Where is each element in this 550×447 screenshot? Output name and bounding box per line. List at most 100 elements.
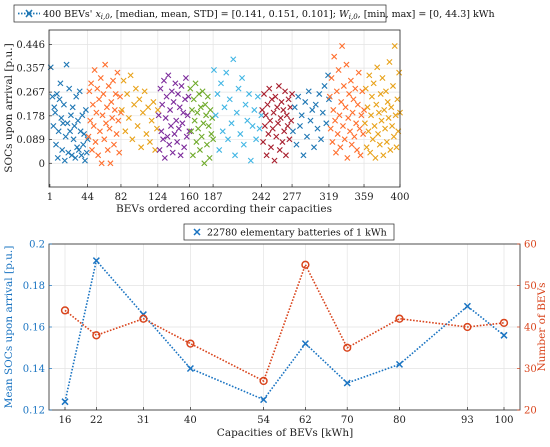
scatter-point	[193, 138, 200, 145]
top-x-tick-label: 277	[283, 192, 302, 203]
scatter-point	[339, 122, 346, 129]
scatter-point	[174, 138, 181, 145]
scatter-point	[153, 125, 160, 132]
scatter-point	[321, 82, 328, 89]
scatter-point	[195, 125, 202, 132]
bottom-legend-marker	[193, 228, 201, 236]
scatter-point	[274, 104, 281, 111]
top-y-tick-label: 0.089	[16, 135, 45, 146]
scatter-point	[74, 144, 81, 151]
scatter-point	[61, 157, 68, 164]
scatter-point	[210, 136, 217, 143]
bottom-right-y-tick-label: 40	[524, 323, 537, 334]
scatter-point	[141, 88, 148, 95]
scatter-point	[329, 138, 336, 145]
scatter-point	[103, 104, 110, 111]
scatter-point	[160, 77, 167, 84]
scatter-point	[289, 128, 296, 135]
top-legend-part-4-sub: i,0	[349, 13, 358, 21]
bottom-right-y-axis-label: Number of BEVs	[536, 282, 548, 371]
scatter-point	[169, 149, 176, 156]
scatter-point	[88, 80, 95, 87]
scatter-point	[270, 109, 277, 116]
scatter-point	[362, 85, 369, 92]
scatter-point	[305, 88, 312, 95]
scatter-point	[230, 56, 237, 63]
bottom-x-tick-label: 93	[461, 415, 474, 426]
scatter-point	[97, 74, 104, 81]
scatter-point	[139, 109, 146, 116]
mean-soc-point	[61, 398, 69, 406]
top-y-tick-label: 0	[39, 159, 45, 170]
scatter-point	[65, 149, 72, 156]
scatter-point	[192, 80, 199, 87]
scatter-point	[219, 128, 226, 135]
scatter-point	[331, 53, 338, 60]
scatter-point	[228, 120, 235, 127]
scatter-point	[312, 101, 319, 108]
scatter-point	[170, 98, 177, 105]
scatter-point	[350, 96, 357, 103]
scatter-point	[164, 133, 171, 140]
scatter-point	[347, 77, 354, 84]
bottom-left-y-tick-label: 0.2	[29, 240, 45, 251]
scatter-point	[275, 120, 282, 127]
scatter-point	[281, 128, 288, 135]
scatter-point	[79, 112, 86, 119]
scatter-point	[382, 125, 389, 132]
scatter-point	[89, 146, 95, 153]
scatter-point	[392, 112, 399, 119]
scatter-point	[138, 144, 145, 151]
top-x-axis-label: BEVs ordered according their capacities	[116, 203, 332, 215]
scatter-point	[332, 149, 339, 156]
scatter-point	[181, 144, 188, 151]
scatter-point	[354, 146, 360, 153]
scatter-point	[160, 136, 167, 143]
scatter-point	[251, 106, 258, 113]
scatter-point	[117, 93, 124, 100]
scatter-point	[293, 141, 300, 148]
scatter-point	[80, 141, 87, 148]
scatter-point	[186, 128, 193, 135]
scatter-point	[360, 130, 367, 137]
scatter-point	[335, 66, 342, 73]
scatter-point	[319, 109, 326, 116]
bottom-left-y-axis-label: Mean SOCs upon arrival [p.u.]	[3, 246, 15, 409]
top-legend-part-1: 400 BEVs'	[43, 9, 95, 20]
scatter-point	[240, 141, 247, 148]
scatter-point	[201, 160, 208, 167]
scatter-point	[338, 98, 345, 105]
scatter-point	[282, 88, 289, 95]
scatter-point	[94, 85, 101, 92]
scatter-point	[273, 133, 280, 140]
scatter-point	[51, 104, 58, 111]
scatter-point	[383, 138, 390, 145]
scatter-point	[82, 106, 89, 113]
bottom-x-axis-label: Capacities of BEVs [kWh]	[217, 427, 353, 439]
scatter-point	[371, 122, 378, 129]
scatter-point	[325, 72, 332, 79]
top-x-tick-label: 187	[204, 192, 223, 203]
scatter-point	[267, 117, 274, 124]
scatter-point	[391, 43, 398, 49]
top-x-tick-label: 44	[81, 192, 94, 203]
bottom-right-y-tick-label: 30	[524, 364, 537, 375]
scatter-point	[171, 130, 178, 137]
bevs-count-point	[139, 314, 148, 323]
scatter-point	[204, 93, 211, 100]
scatter-point	[386, 58, 393, 65]
scatter-point	[152, 146, 159, 153]
scatter-point	[380, 152, 387, 159]
scatter-point	[323, 120, 330, 127]
scatter-point	[89, 101, 96, 108]
scatter-point	[300, 152, 307, 159]
scatter-point	[175, 125, 182, 132]
scatter-point	[197, 104, 204, 111]
scatter-point	[92, 138, 99, 145]
bottom-right-y-ticks: 20 30 40 50 60	[517, 240, 537, 417]
scatter-point	[345, 114, 352, 121]
scatter-point	[233, 109, 240, 116]
scatter-point	[113, 130, 120, 137]
top-y-tick-label: 0.446	[16, 40, 45, 51]
